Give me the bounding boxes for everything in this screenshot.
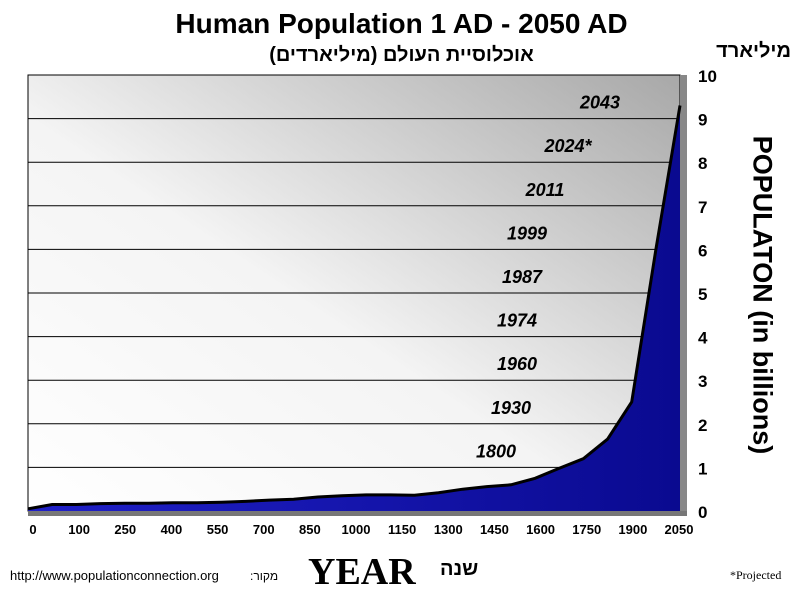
y-tick-label: 2 — [698, 416, 707, 435]
year-annotation: 1930 — [491, 398, 531, 418]
y-tick-label: 5 — [698, 285, 707, 304]
population-area — [28, 105, 680, 511]
year-annotation: 2011 — [525, 180, 565, 200]
y-tick-label: 10 — [698, 67, 717, 86]
x-axis-hebrew-label: שנה — [440, 558, 479, 580]
year-annotation: 2024* — [543, 136, 592, 156]
x-tick-label: 2050 — [665, 522, 694, 537]
y-tick-label: 6 — [698, 241, 707, 260]
y-tick-label: 4 — [698, 329, 708, 348]
year-annotation: 1999 — [507, 223, 547, 243]
x-tick-label: 550 — [207, 522, 229, 537]
y-tick-label: 9 — [698, 111, 707, 130]
projected-note: *Projected — [730, 568, 782, 582]
y-tick-label: 7 — [698, 198, 707, 217]
source-label: מקור: — [250, 569, 279, 583]
y-tick-label: 3 — [698, 372, 707, 391]
y-tick-label: 0 — [698, 503, 707, 522]
x-tick-label: 1750 — [572, 522, 601, 537]
year-annotation: 1800 — [476, 441, 516, 461]
y-tick-label: 1 — [698, 459, 707, 478]
chart-title: Human Population 1 AD - 2050 AD — [175, 8, 628, 39]
x-tick-label: 1600 — [526, 522, 555, 537]
year-annotation: 1974 — [497, 311, 537, 331]
population-line — [27, 105, 682, 511]
x-axis-bar — [28, 511, 687, 516]
x-tick-label: 100 — [68, 522, 90, 537]
x-axis-label: YEAR — [308, 551, 416, 593]
year-annotation: 2043 — [579, 93, 620, 113]
x-tick-label: 1150 — [388, 522, 416, 537]
y-tick-label: 8 — [698, 154, 707, 173]
year-annotation: 1960 — [497, 354, 537, 374]
x-tick-label: 0 — [29, 522, 36, 537]
x-tick-label: 1900 — [618, 522, 647, 537]
x-tick-label: 250 — [114, 522, 136, 537]
x-tick-label: 1300 — [434, 522, 463, 537]
x-tick-label: 400 — [161, 522, 183, 537]
x-tick-label: 1450 — [480, 522, 509, 537]
y-axis-bar — [680, 75, 687, 515]
y-axis-hebrew-label: מיליארד — [716, 40, 791, 62]
x-tick-label: 700 — [253, 522, 275, 537]
source-link[interactable]: http://www.populationconnection.org — [10, 568, 219, 583]
chart-subtitle: אוכלוסיית העולם (מיליארדים) — [269, 44, 534, 66]
year-annotation: 1987 — [502, 267, 543, 287]
x-tick-label: 1000 — [342, 522, 371, 537]
x-tick-label: 850 — [299, 522, 321, 537]
